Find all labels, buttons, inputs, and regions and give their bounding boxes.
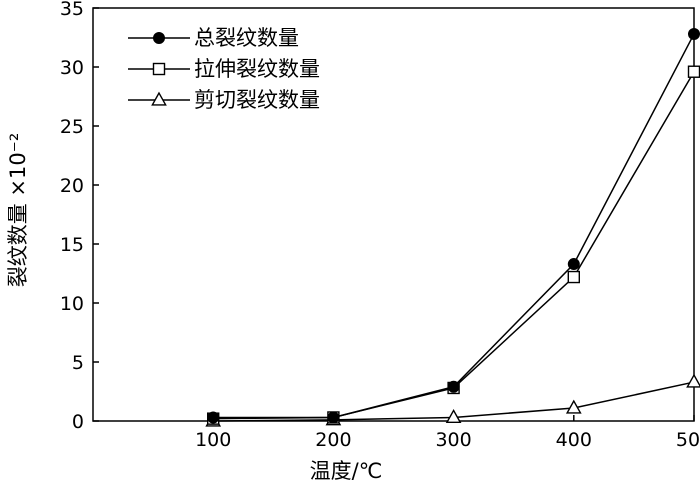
legend-entry: 剪切裂纹数量 (128, 88, 320, 112)
legend-label: 剪切裂纹数量 (194, 88, 320, 112)
y-axis-title: 裂纹数量 ×10⁻² (6, 133, 30, 288)
data-point (567, 270, 580, 284)
legend-marker (152, 62, 166, 76)
series-2 (206, 65, 700, 425)
legend-label: 拉伸裂纹数量 (194, 57, 320, 81)
y-tick-label: 20 (60, 175, 84, 197)
data-point (207, 411, 220, 424)
legend-entry: 总裂纹数量 (128, 26, 299, 50)
y-tick-label: 5 (72, 352, 84, 374)
data-point (567, 258, 580, 271)
data-point (445, 409, 462, 424)
y-tick-label: 35 (60, 0, 84, 20)
legend-label: 总裂纹数量 (194, 26, 299, 50)
x-tick-label: 300 (435, 429, 471, 451)
series-1 (207, 27, 700, 424)
legend-marker (153, 32, 165, 44)
plot-frame (92, 7, 695, 422)
y-tick-label: 25 (60, 116, 84, 138)
data-point (327, 411, 340, 424)
series-layer (205, 27, 700, 427)
y-tick-label: 0 (72, 411, 84, 433)
y-tick-label: 30 (60, 57, 84, 79)
legend-entry: 拉伸裂纹数量 (128, 57, 320, 81)
y-tick-label: 10 (60, 293, 84, 315)
data-point (687, 65, 700, 78)
data-point (686, 373, 700, 388)
x-tick-label: 200 (315, 429, 351, 451)
x-axis-title: 温度/℃ (310, 459, 383, 483)
series-line (213, 71, 695, 420)
legend-marker (151, 91, 167, 106)
data-point (447, 380, 460, 393)
x-tick-label: 500 (676, 429, 700, 451)
data-point (565, 399, 582, 414)
x-tick-label: 400 (556, 429, 592, 451)
data-point (688, 27, 700, 40)
x-tick-label: 100 (195, 429, 231, 451)
y-tick-label: 15 (60, 234, 84, 256)
